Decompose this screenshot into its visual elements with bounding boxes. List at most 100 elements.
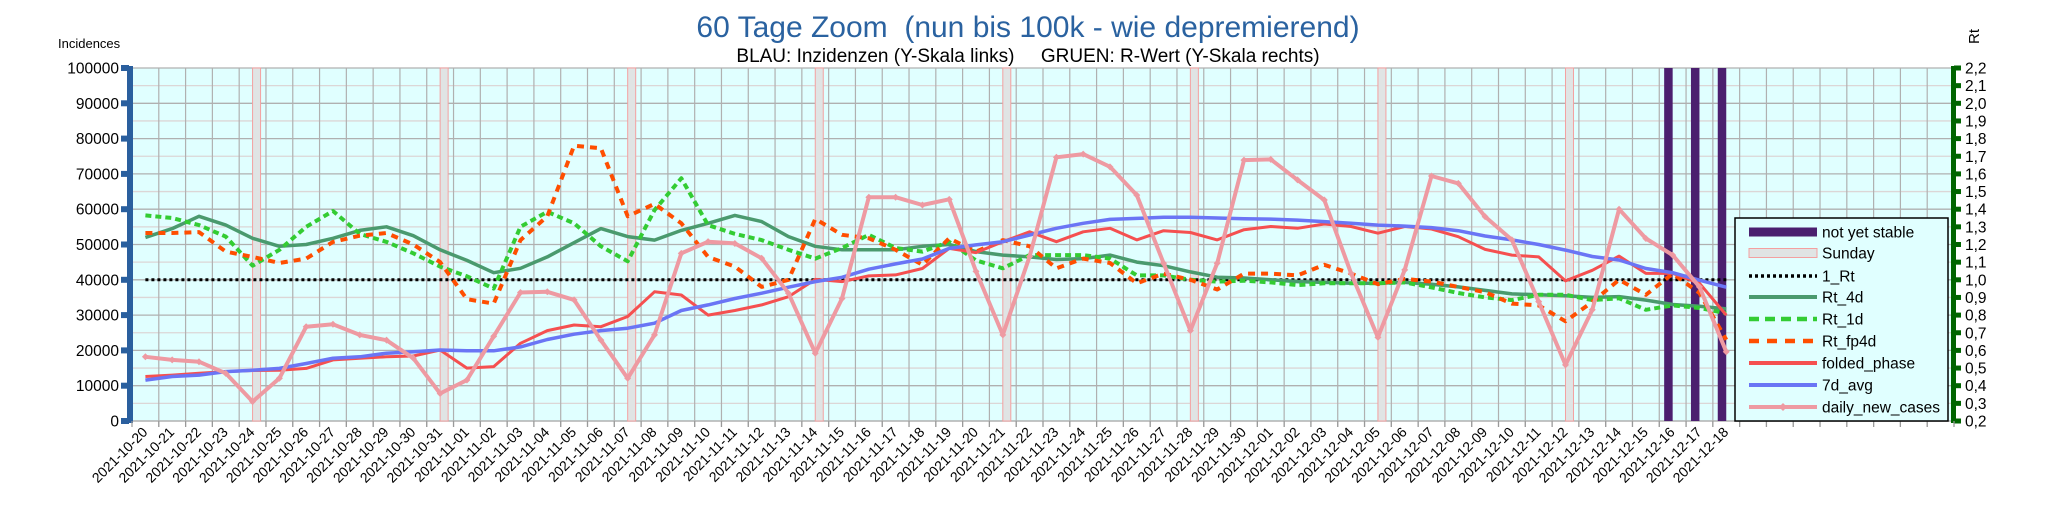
left-axis-tick (121, 135, 129, 142)
sunday-bar (252, 67, 262, 422)
data-point (1588, 306, 1596, 314)
legend-label: 1_Rt (1822, 269, 1855, 286)
right-axis-tick (1954, 418, 1961, 424)
left-axis-tick-label: 40000 (76, 272, 119, 289)
left-axis-tick-label: 50000 (76, 237, 119, 254)
data-point (704, 238, 712, 246)
data-point (650, 331, 658, 339)
right-axis-tick-label: 0,2 (1965, 414, 1987, 431)
right-axis-tick-label: 0,3 (1965, 396, 1987, 413)
data-point (945, 195, 953, 203)
not-yet-stable-bar (1717, 68, 1727, 421)
legend-label: folded_phase (1822, 356, 1915, 373)
data-point (999, 331, 1007, 339)
data-point (1213, 259, 1221, 267)
right-axis-tick-label: 1,9 (1965, 113, 1987, 130)
data-point (597, 336, 605, 344)
data-point (624, 374, 632, 382)
not-yet-stable-bar (1664, 68, 1673, 421)
data-point (972, 267, 980, 275)
legend-item: Sunday (1748, 246, 1875, 263)
right-axis-tick (1954, 400, 1961, 406)
x-axis-labels: 2021-10-202021-10-212021-10-222021-10-23… (89, 424, 1732, 486)
left-axis-tick (121, 170, 129, 177)
sunday-bar (1189, 67, 1199, 422)
left-axis-tick-label: 80000 (76, 131, 119, 148)
right-axis-tick (1954, 294, 1961, 300)
legend-item: 1_Rt (1749, 269, 1855, 286)
data-point (409, 354, 417, 362)
right-axis-tick-label: 1,4 (1965, 202, 1987, 219)
right-axis-tick-label: 0,7 (1965, 325, 1987, 342)
right-axis-tick-label: 1,2 (1965, 237, 1987, 254)
data-point (1454, 179, 1462, 187)
right-axis-tick (1954, 259, 1961, 265)
right-axis-tick (1954, 83, 1961, 89)
data-point (784, 289, 792, 297)
data-point (168, 356, 176, 364)
data-point (918, 201, 926, 209)
right-axis-tick-label: 2,1 (1965, 78, 1987, 95)
right-axis-tick-label: 0,5 (1965, 361, 1987, 378)
legend-label: daily_new_cases (1822, 400, 1940, 417)
right-axis-tick (1954, 365, 1961, 371)
data-point (249, 398, 257, 406)
right-axis-tick (1954, 224, 1961, 230)
data-point (677, 249, 685, 257)
data-point (1240, 156, 1248, 164)
legend-label: not yet stable (1822, 225, 1914, 242)
right-axis-tick (1954, 189, 1961, 195)
data-point (865, 193, 873, 201)
left-axis-tick-label: 20000 (76, 343, 119, 360)
axes: 0 10000 20000 30000 40000 50000 60000 70000 8000… (67, 61, 1987, 431)
right-axis-tick-label: 0,6 (1965, 343, 1987, 360)
data-point (1079, 150, 1087, 158)
data-point (1561, 361, 1569, 369)
data-point (436, 389, 444, 397)
right-axis-tick-label: 0,8 (1965, 308, 1987, 325)
data-point (1428, 172, 1436, 180)
data-point (1669, 251, 1677, 259)
left-axis-tick-label: 30000 (76, 308, 119, 325)
left-axis-tick-label: 60000 (76, 202, 119, 219)
data-point (811, 349, 819, 357)
bar-marks (252, 67, 1727, 422)
series-lines (141, 143, 1730, 406)
right-axis-tick (1954, 100, 1961, 106)
data-point (758, 254, 766, 262)
legend-item: not yet stable (1749, 225, 1914, 242)
legend-swatch (1748, 248, 1818, 258)
right-axis-tick (1954, 136, 1961, 142)
right-axis-tick (1954, 277, 1961, 283)
right-axis-tick-label: 1,5 (1965, 184, 1987, 201)
legend-item: folded_phase (1749, 356, 1915, 373)
data-point (356, 331, 364, 339)
data-point (1642, 234, 1650, 242)
right-axis-tick (1954, 347, 1961, 353)
right-axis-tick (1954, 242, 1961, 247)
left-axis-tick (121, 65, 129, 71)
right-axis-tick-label: 1,0 (1965, 272, 1987, 289)
left-axis-tick (121, 382, 129, 389)
data-point (1294, 176, 1302, 184)
left-axis-tick-label: 0 (110, 414, 119, 431)
left-axis-tick-label: 10000 (76, 378, 119, 395)
data-point (1026, 253, 1034, 261)
data-point (195, 358, 203, 366)
data-point (1695, 283, 1703, 291)
right-axis-tick-label: 2,0 (1965, 96, 1987, 113)
legend-item: Rt_4d (1749, 290, 1863, 307)
right-axis-tick-label: 2,2 (1965, 61, 1987, 78)
chart-subtitle: BLAU: Inzidenzen (Y-Skala links) GRUEN: … (736, 46, 1319, 67)
right-axis-tick-label: 0,9 (1965, 290, 1987, 307)
series-line-Rt-1d (145, 176, 1727, 316)
legend-label: Rt_fp4d (1822, 334, 1876, 351)
data-point (1374, 333, 1382, 341)
left-axis-tick (121, 206, 129, 213)
data-point (1722, 348, 1730, 356)
right-axis-line (1951, 66, 1956, 423)
series-line-daily-new-cases (145, 152, 1729, 404)
data-point (892, 193, 900, 201)
series-line-7d-avg (145, 215, 1727, 382)
